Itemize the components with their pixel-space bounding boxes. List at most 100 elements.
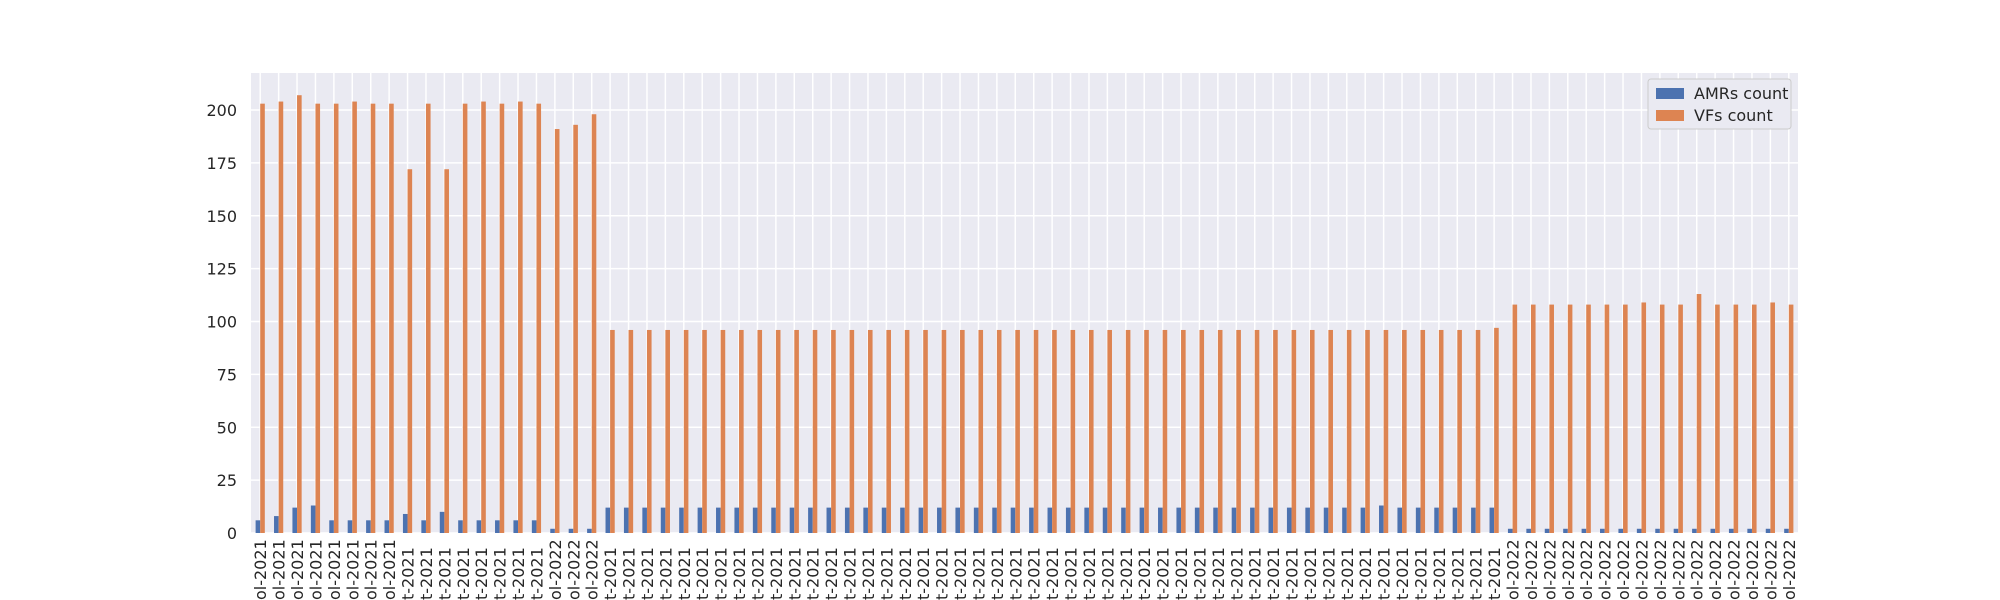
x-tick-label: t-2021	[1411, 547, 1430, 600]
x-tick-label: t-2021	[933, 547, 952, 600]
x-tick-label: ol-2022	[546, 539, 565, 600]
x-tick-label: t-2021	[804, 547, 823, 600]
bar	[996, 329, 1002, 533]
x-tick-label: ol-2022	[1688, 539, 1707, 600]
x-tick-label: t-2021	[693, 547, 712, 600]
bar	[1784, 528, 1789, 533]
bar	[973, 507, 979, 533]
x-tick-label: t-2021	[988, 547, 1007, 600]
bar	[849, 329, 855, 533]
x-tick-label: t-2021	[1430, 547, 1449, 600]
bar	[1581, 528, 1587, 533]
bar	[1434, 507, 1439, 533]
bar	[1107, 329, 1112, 533]
bar	[941, 329, 947, 533]
bar	[1342, 507, 1347, 533]
bar	[310, 505, 316, 533]
bar	[900, 507, 905, 533]
bar	[1231, 507, 1237, 533]
x-tick-label: t-2021	[656, 547, 675, 600]
x-tick-label: t-2021	[914, 547, 933, 600]
bar	[389, 103, 394, 534]
x-tick-label: ol-2021	[306, 539, 325, 600]
bar	[1549, 304, 1554, 533]
bar	[794, 329, 799, 533]
bar	[757, 329, 763, 533]
bar	[1194, 507, 1200, 533]
bar	[1586, 304, 1591, 533]
bar	[1139, 507, 1145, 533]
bar	[278, 101, 284, 533]
x-tick-label: ol-2021	[251, 539, 270, 600]
x-tick-label: t-2021	[1006, 547, 1025, 600]
legend-swatch	[1656, 88, 1684, 99]
x-tick-label: t-2021	[527, 547, 546, 600]
bar	[1217, 329, 1223, 533]
bar	[1402, 329, 1407, 533]
x-tick-label: t-2021	[435, 547, 454, 600]
x-tick-label: t-2021	[675, 547, 694, 600]
y-tick-label: 200	[206, 101, 237, 120]
bar	[1291, 329, 1297, 533]
bar	[481, 101, 486, 533]
bar	[1636, 528, 1642, 533]
bar	[1052, 329, 1057, 533]
bar	[402, 513, 408, 533]
x-tick-label: t-2021	[1393, 547, 1412, 600]
x-tick-label: t-2021	[1098, 547, 1117, 600]
x-tick-label: t-2021	[1080, 547, 1099, 600]
bar	[992, 507, 997, 533]
bar	[1526, 528, 1531, 533]
bar	[937, 507, 942, 533]
bar	[1102, 507, 1108, 533]
x-tick-label: t-2021	[877, 547, 896, 600]
bar	[1420, 329, 1426, 533]
x-tick-label: ol-2022	[1559, 539, 1578, 600]
x-tick-label: t-2021	[1209, 547, 1228, 600]
y-tick-label: 100	[206, 313, 237, 332]
x-tick-label: t-2021	[1375, 547, 1394, 600]
x-tick-label: t-2021	[417, 547, 436, 600]
bar	[739, 329, 744, 533]
bar	[923, 329, 928, 533]
x-tick-label: t-2021	[509, 547, 528, 600]
bar	[1158, 507, 1163, 533]
bar	[831, 329, 836, 533]
x-tick-label: t-2021	[951, 547, 970, 600]
x-tick-label: ol-2022	[583, 539, 602, 600]
bar	[1305, 507, 1310, 533]
x-tick-label: ol-2022	[1761, 539, 1780, 600]
bar	[591, 114, 597, 533]
x-tick-label: t-2021	[1154, 547, 1173, 600]
bar	[660, 507, 666, 533]
bar	[1673, 528, 1679, 533]
bar	[1125, 329, 1131, 533]
bar	[683, 329, 689, 533]
bar	[444, 169, 449, 533]
bar	[315, 103, 321, 534]
x-tick-label: ol-2022	[1522, 539, 1541, 600]
bar	[1328, 329, 1333, 533]
bar	[1250, 507, 1255, 533]
x-tick-label: t-2021	[969, 547, 988, 600]
x-tick-label: t-2021	[638, 547, 657, 600]
bar	[1268, 507, 1274, 533]
bar	[1236, 329, 1241, 533]
x-tick-label: ol-2021	[343, 539, 362, 600]
bar	[1365, 329, 1370, 533]
bar	[1678, 304, 1683, 533]
bar	[1213, 507, 1218, 533]
bar	[518, 101, 523, 533]
bar	[1765, 528, 1771, 533]
x-tick-label: t-2021	[785, 547, 804, 600]
y-tick-label: 50	[217, 418, 237, 437]
bar	[1360, 507, 1366, 533]
x-tick-label: t-2021	[1135, 547, 1154, 600]
bar	[1397, 507, 1403, 533]
bar	[1323, 507, 1329, 533]
bar	[955, 507, 961, 533]
bar	[495, 520, 500, 533]
x-tick-label: t-2021	[491, 547, 510, 600]
bar	[274, 516, 279, 533]
x-tick-label: t-2021	[1062, 547, 1081, 600]
